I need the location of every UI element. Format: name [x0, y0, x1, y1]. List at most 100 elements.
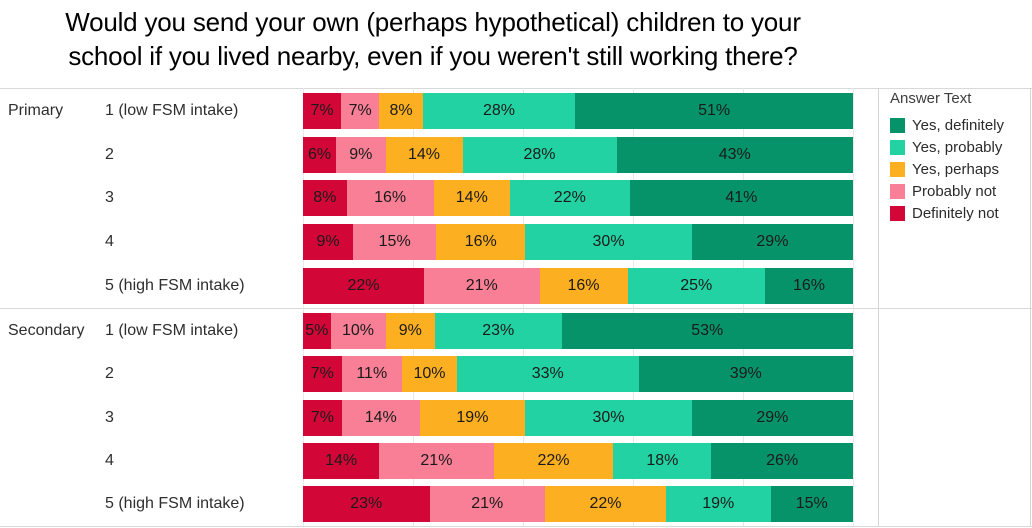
category-label: 5 (high FSM intake) [105, 277, 245, 295]
bar-segment[interactable]: 51% [575, 92, 853, 129]
bar-segment[interactable]: 9% [303, 224, 353, 261]
legend-item[interactable]: Yes, definitely [890, 114, 1004, 136]
category-label: 2 [105, 365, 114, 383]
stacked-bar: 7% 7% 8% 28% 51% [303, 92, 853, 129]
group-label: Primary [8, 101, 64, 119]
bar-segment-value-label: 23% [350, 495, 383, 513]
category-label: 2 [105, 145, 114, 163]
chart-row: 5 (high FSM intake) 23% 21% 22% 19% 15% [0, 483, 880, 526]
bar-segment[interactable]: 21% [424, 268, 540, 305]
legend-title: Answer Text [890, 90, 972, 107]
bar-segment-value-label: 22% [347, 277, 380, 295]
bar-segment[interactable]: 14% [433, 180, 510, 217]
bar-segment[interactable]: 30% [525, 224, 692, 261]
legend-swatch-icon [890, 139, 905, 155]
bar-segment[interactable]: 21% [379, 442, 494, 479]
bar-segment-value-label: 19% [702, 495, 735, 513]
bar-segment[interactable]: 14% [341, 399, 420, 436]
chart-row: Secondary 1 (low FSM intake) 5% 10% 9% 23% 53% [0, 309, 880, 352]
stacked-bar: 7% 11% 10% 33% 39% [303, 356, 853, 393]
gridline-40pct [523, 88, 524, 526]
bar-segment[interactable]: 23% [303, 486, 430, 523]
bar-segment[interactable]: 29% [691, 399, 853, 436]
bar-segment-value-label: 7% [310, 408, 334, 426]
bar-segment[interactable]: 7% [341, 92, 380, 129]
bar-segment[interactable]: 11% [341, 356, 402, 393]
bar-segment[interactable]: 33% [457, 356, 639, 393]
bar-segment[interactable]: 19% [419, 399, 526, 436]
bar-segment-value-label: 16% [464, 233, 497, 251]
gridline-0pct [303, 88, 304, 526]
bar-segment[interactable]: 30% [525, 399, 692, 436]
bar-segment-value-label: 21% [465, 277, 498, 295]
legend-item[interactable]: Yes, probably [890, 136, 1004, 158]
group-divider-line [0, 308, 1032, 309]
bar-segment[interactable]: 16% [539, 268, 628, 305]
bar-segment[interactable]: 6% [303, 136, 336, 173]
bar-segment[interactable]: 18% [613, 442, 712, 479]
chart-title: Would you send your own (perhaps hypothe… [65, 7, 801, 71]
bar-segment-value-label: 16% [792, 277, 826, 295]
bar-segment-value-label: 14% [364, 408, 397, 426]
bar-segment-value-label: 16% [374, 189, 407, 207]
bar-segment[interactable]: 41% [629, 180, 853, 217]
bar-segment[interactable]: 16% [436, 224, 526, 261]
bar-segment[interactable]: 23% [435, 312, 562, 349]
legend-item-label: Yes, probably [912, 138, 1003, 156]
legend-item[interactable]: Yes, perhaps [890, 158, 1004, 180]
legend-swatch-icon [890, 183, 905, 199]
bar-segment[interactable]: 16% [765, 268, 853, 305]
bar-segment-value-label: 15% [378, 233, 411, 251]
bar-segment[interactable]: 10% [402, 356, 457, 393]
bar-segment[interactable]: 7% [303, 399, 342, 436]
bar-segment[interactable]: 15% [353, 224, 437, 261]
stacked-bar: 5% 10% 9% 23% 53% [303, 312, 853, 349]
chart-row: 4 9% 15% 16% 30% 29% [0, 220, 880, 264]
bar-segment-value-label: 14% [407, 145, 441, 163]
bar-segment-value-label: 11% [356, 365, 388, 383]
bar-segment[interactable]: 53% [561, 312, 853, 349]
stacked-bar: 14% 21% 22% 18% 26% [303, 442, 853, 479]
bar-segment[interactable]: 7% [303, 92, 342, 129]
bar-segment[interactable]: 28% [422, 92, 576, 129]
bar-segment[interactable]: 28% [462, 136, 617, 173]
bar-segment[interactable]: 10% [330, 312, 386, 349]
bar-segment[interactable]: 7% [303, 356, 342, 393]
bar-segment[interactable]: 8% [379, 92, 423, 129]
legend-item[interactable]: Definitely not [890, 202, 1004, 224]
bar-segment-value-label: 9% [349, 145, 373, 163]
bar-segment[interactable]: 29% [691, 224, 853, 261]
bar-segment[interactable]: 39% [638, 356, 853, 393]
legend-swatch-icon [890, 117, 905, 133]
category-label: 3 [105, 408, 114, 426]
bar-segment-value-label: 33% [531, 365, 564, 383]
chart-row: 3 8% 16% 14% 22% 41% [0, 177, 880, 221]
bar-segment[interactable]: 21% [429, 486, 545, 523]
legend-item-label: Yes, perhaps [912, 160, 1000, 178]
bar-segment[interactable]: 9% [336, 136, 386, 173]
bar-segment[interactable]: 22% [303, 268, 424, 305]
bar-segment[interactable]: 16% [346, 180, 434, 217]
bar-segment[interactable]: 14% [385, 136, 463, 173]
group-label: Secondary [8, 321, 85, 339]
bar-segment[interactable]: 26% [711, 442, 853, 479]
bar-segment[interactable]: 25% [627, 268, 765, 305]
bar-segment[interactable]: 8% [303, 180, 347, 217]
bar-segment[interactable]: 15% [770, 486, 853, 523]
bar-segment[interactable]: 14% [303, 442, 380, 479]
bar-segment[interactable]: 22% [493, 442, 614, 479]
bar-segment[interactable]: 19% [666, 486, 771, 523]
legend-item-label: Yes, definitely [912, 116, 1005, 134]
bar-segment[interactable]: 22% [509, 180, 630, 217]
bar-segment[interactable]: 5% [303, 312, 331, 349]
legend-item-label: Definitely not [912, 204, 999, 222]
legend-item[interactable]: Probably not [890, 180, 1004, 202]
bar-segment[interactable]: 22% [545, 486, 666, 523]
bar-segment-value-label: 9% [316, 233, 340, 251]
chart-row: 4 14% 21% 22% 18% 26% [0, 439, 880, 482]
bar-segment[interactable]: 43% [616, 136, 853, 173]
bar-segment[interactable]: 9% [385, 312, 435, 349]
bar-segment-value-label: 5% [305, 321, 329, 339]
legend-items: Yes, definitely Yes, probably Yes, perhaps… [890, 114, 1004, 224]
